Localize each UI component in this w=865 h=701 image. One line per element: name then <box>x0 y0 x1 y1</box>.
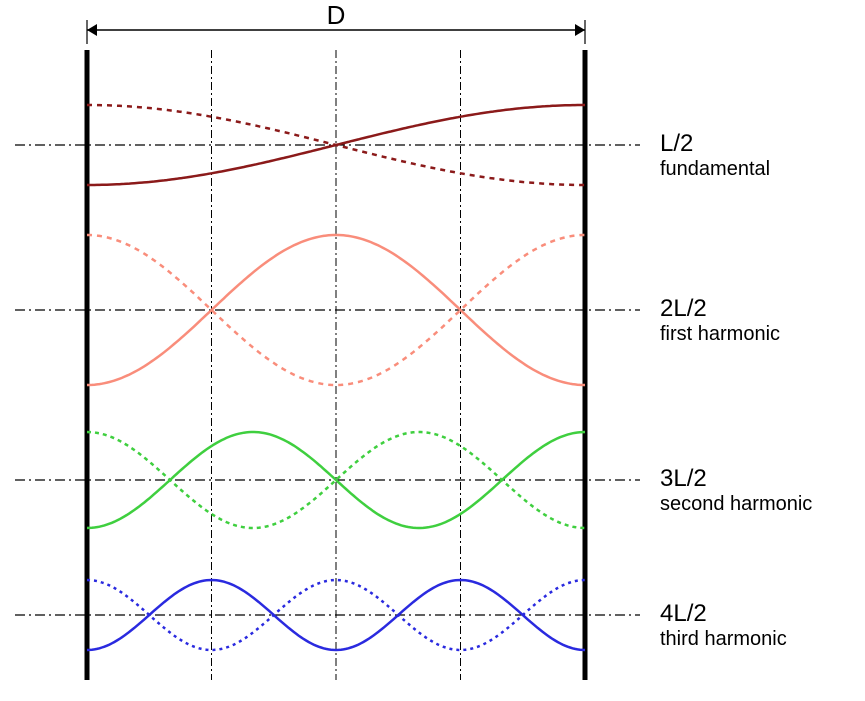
arrowhead-left <box>87 24 97 36</box>
harmonic-subtitle-0: fundamental <box>660 158 770 180</box>
harmonic-title-0: L/2 <box>660 130 693 157</box>
dimension-label: D <box>327 0 346 30</box>
harmonic-subtitle-2: second harmonic <box>660 493 812 515</box>
harmonic-title-2: 3L/2 <box>660 465 707 492</box>
harmonic-title-1: 2L/2 <box>660 295 707 322</box>
harmonic-title-3: 4L/2 <box>660 600 707 627</box>
arrowhead-right <box>575 24 585 36</box>
harmonic-subtitle-1: first harmonic <box>660 323 780 345</box>
harmonic-subtitle-3: third harmonic <box>660 628 787 650</box>
harmonics-diagram: D L/2fundamental 2L/2first harmonic 3L/2sec… <box>0 0 865 701</box>
